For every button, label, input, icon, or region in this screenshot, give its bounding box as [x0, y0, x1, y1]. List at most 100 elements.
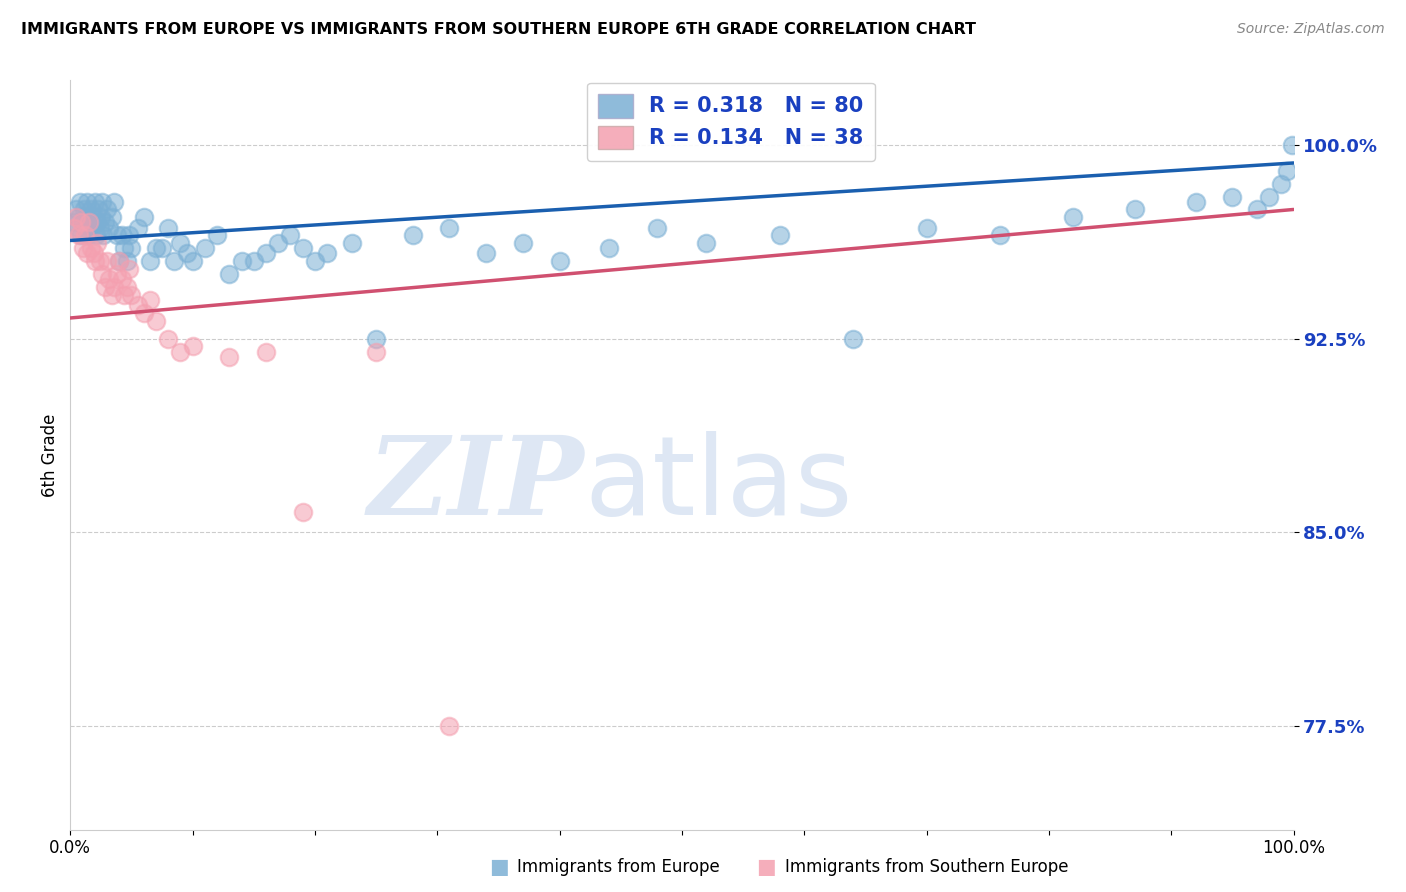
Point	[145, 313, 167, 327]
Point	[72, 215, 94, 229]
Point	[90, 211, 112, 225]
Legend: R = 0.318   N = 80, R = 0.134   N = 38: R = 0.318 N = 80, R = 0.134 N = 38	[586, 82, 875, 161]
Point	[340, 235, 363, 250]
Text: ZIP: ZIP	[367, 431, 583, 539]
Point	[598, 241, 620, 255]
Point	[647, 220, 669, 235]
Text: Source: ZipAtlas.com: Source: ZipAtlas.com	[1237, 22, 1385, 37]
Point	[67, 211, 90, 225]
Point	[205, 228, 228, 243]
Point	[1246, 202, 1268, 217]
Point	[63, 215, 86, 229]
Point	[83, 246, 105, 260]
Text: atlas: atlas	[583, 432, 852, 539]
Point	[145, 241, 167, 255]
Point	[1281, 137, 1303, 152]
Point	[548, 254, 571, 268]
Point	[1277, 163, 1299, 178]
Point	[157, 332, 180, 346]
Point	[118, 228, 141, 243]
Point	[63, 220, 86, 235]
Point	[96, 254, 118, 268]
Point	[988, 228, 1011, 243]
Point	[169, 344, 191, 359]
Point	[86, 215, 108, 229]
Point	[93, 280, 115, 294]
Point	[91, 267, 114, 281]
Point	[1258, 189, 1281, 203]
Point	[77, 215, 100, 229]
Point	[218, 350, 240, 364]
Point	[316, 246, 339, 260]
Y-axis label: 6th Grade: 6th Grade	[41, 413, 59, 497]
Point	[291, 505, 314, 519]
Point	[87, 202, 110, 217]
Point	[231, 254, 253, 268]
Point	[176, 246, 198, 260]
Point	[67, 228, 90, 243]
Point	[243, 254, 266, 268]
Point	[769, 228, 792, 243]
Point	[105, 228, 128, 243]
Point	[1062, 211, 1084, 225]
Point	[150, 241, 173, 255]
Point	[1270, 177, 1292, 191]
Point	[103, 194, 125, 209]
Text: Immigrants from Europe: Immigrants from Europe	[517, 858, 720, 876]
Point	[267, 235, 290, 250]
Point	[91, 194, 114, 209]
Point	[98, 220, 121, 235]
Point	[80, 241, 103, 255]
Point	[77, 228, 100, 243]
Point	[280, 228, 302, 243]
Point	[73, 228, 96, 243]
Text: Immigrants from Southern Europe: Immigrants from Southern Europe	[785, 858, 1069, 876]
Point	[139, 254, 162, 268]
Point	[65, 202, 87, 217]
Point	[169, 235, 191, 250]
Point	[139, 293, 162, 307]
Point	[75, 211, 97, 225]
Point	[112, 241, 135, 255]
Point	[127, 298, 149, 312]
Point	[73, 220, 96, 235]
Point	[366, 332, 388, 346]
Point	[108, 254, 131, 268]
Text: ■: ■	[489, 857, 509, 877]
Point	[101, 211, 124, 225]
Point	[402, 228, 425, 243]
Point	[121, 287, 143, 301]
Point	[439, 719, 461, 733]
Point	[163, 254, 186, 268]
Point	[66, 220, 89, 235]
Point	[83, 194, 105, 209]
Point	[105, 267, 128, 281]
Point	[115, 254, 138, 268]
Point	[69, 194, 91, 209]
Point	[72, 241, 94, 255]
Point	[111, 228, 134, 243]
Point	[304, 254, 326, 268]
Point	[89, 220, 111, 235]
Point	[1220, 189, 1243, 203]
Point	[83, 211, 105, 225]
Point	[512, 235, 534, 250]
Point	[291, 241, 314, 255]
Point	[73, 202, 96, 217]
Point	[96, 202, 118, 217]
Point	[1123, 202, 1146, 217]
Point	[194, 241, 217, 255]
Point	[86, 235, 108, 250]
Text: IMMIGRANTS FROM EUROPE VS IMMIGRANTS FROM SOUTHERN EUROPE 6TH GRADE CORRELATION : IMMIGRANTS FROM EUROPE VS IMMIGRANTS FRO…	[21, 22, 976, 37]
Point	[103, 280, 125, 294]
Point	[91, 228, 114, 243]
Point	[108, 254, 131, 268]
Point	[254, 246, 277, 260]
Point	[118, 261, 141, 276]
Point	[76, 194, 98, 209]
Point	[1184, 194, 1206, 209]
Point	[101, 287, 124, 301]
Point	[70, 215, 93, 229]
Point	[181, 339, 204, 353]
Point	[842, 332, 865, 346]
